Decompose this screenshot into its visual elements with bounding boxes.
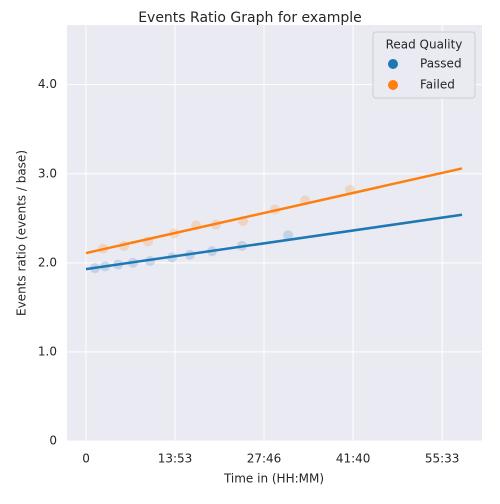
legend: Read Quality Passed Failed	[372, 31, 476, 99]
x-tick-label: 55:33	[425, 452, 460, 466]
marks	[85, 167, 463, 274]
trend-line	[85, 167, 463, 255]
legend-label: Passed	[420, 57, 462, 71]
y-tick-label: 3.0	[38, 166, 57, 180]
y-axis-label: Events ratio (events / base)	[15, 150, 29, 316]
x-tick-label: 27:46	[247, 452, 282, 466]
trend-line	[85, 213, 463, 271]
point	[283, 230, 294, 241]
x-tick-label: 13:53	[158, 452, 193, 466]
x-tick-label: 0	[82, 452, 90, 466]
legend-title: Read Quality	[386, 38, 463, 52]
legend-box	[372, 31, 476, 99]
y-tick-label: 2.0	[38, 255, 57, 269]
legend-marker	[388, 80, 398, 90]
chart-title: Events Ratio Graph for example	[138, 10, 362, 26]
y-tick-label: 0	[49, 434, 57, 448]
y-tick-label: 4.0	[38, 77, 57, 91]
legend-label: Failed	[420, 78, 455, 92]
x-tick-label: 41:40	[336, 452, 371, 466]
y-tick-label: 1.0	[38, 344, 57, 358]
x-axis-label: Time in (HH:MM)	[223, 472, 324, 486]
legend-marker	[388, 59, 398, 69]
